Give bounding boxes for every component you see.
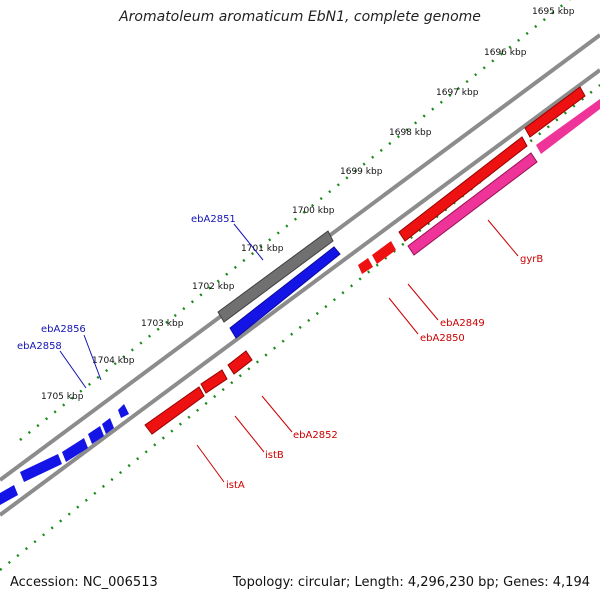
kbp-tick-labels: 1695 kbp 1696 kbp 1697 kbp 1698 kbp 1699… [41, 7, 575, 402]
accession-text: Accession: NC_006513 [10, 575, 158, 590]
gene-red-top[interactable] [524, 86, 586, 138]
tick-1701: 1701 kbp [241, 244, 284, 254]
gene-blue-4[interactable] [88, 426, 104, 444]
label-ebA2850[interactable]: ebA2850 [420, 333, 465, 344]
tick-1700: 1700 kbp [292, 206, 335, 216]
gene-ebA2851[interactable] [229, 246, 341, 339]
gray-feature[interactable] [217, 230, 334, 323]
label-istA[interactable]: istA [226, 480, 245, 491]
label-ebA2856[interactable]: ebA2856 [41, 324, 86, 335]
gene-ebA2856[interactable] [118, 404, 129, 418]
label-ebA2852[interactable]: ebA2852 [293, 430, 338, 441]
tick-1698: 1698 kbp [389, 128, 432, 138]
tick-1702: 1702 kbp [192, 282, 235, 292]
gene-ebA2850[interactable] [358, 258, 373, 274]
label-istB[interactable]: istB [265, 450, 284, 461]
genome-summary-text: Topology: circular; Length: 4,296,230 bp… [232, 575, 590, 590]
gene-ebA2852[interactable] [227, 350, 253, 375]
gene-istA[interactable] [144, 386, 205, 435]
gene-blue-7[interactable] [0, 485, 18, 505]
tick-1695: 1695 kbp [532, 7, 575, 17]
gene-gyrB[interactable] [407, 152, 538, 256]
gene-ebA2849[interactable] [372, 241, 396, 264]
tick-1699: 1699 kbp [340, 167, 383, 177]
label-ebA2851[interactable]: ebA2851 [191, 214, 236, 225]
gene-ebA2858[interactable] [102, 418, 114, 434]
gene-blue-5[interactable] [62, 438, 88, 462]
tick-1705: 1705 kbp [41, 392, 84, 402]
gene-istB[interactable] [200, 369, 228, 394]
gene-red-large[interactable] [398, 136, 528, 242]
gene-magenta-top[interactable] [536, 99, 600, 154]
outer-ruler-track [19, 0, 571, 441]
label-leader-lines [59, 219, 519, 483]
tick-1696: 1696 kbp [484, 48, 527, 58]
label-ebA2858[interactable]: ebA2858 [17, 341, 62, 352]
tick-1697: 1697 kbp [436, 88, 479, 98]
label-ebA2849[interactable]: ebA2849 [440, 318, 485, 329]
map-title: Aromatoleum aromaticum EbN1, complete ge… [119, 9, 481, 25]
label-gyrB[interactable]: gyrB [520, 254, 543, 265]
inner-ruler-track [0, 84, 600, 571]
tick-1703: 1703 kbp [141, 319, 184, 329]
backbone-inner [0, 68, 600, 517]
tick-1704: 1704 kbp [92, 356, 135, 366]
gene-blue-6[interactable] [20, 454, 62, 482]
